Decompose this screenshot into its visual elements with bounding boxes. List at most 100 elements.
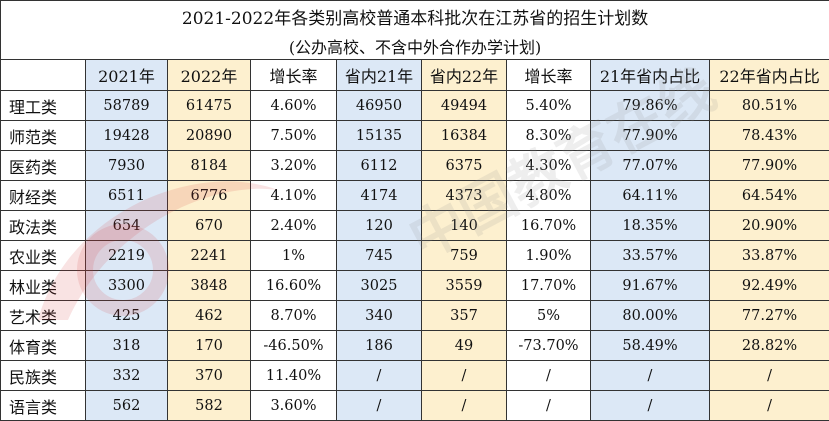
table-cell: 332 xyxy=(86,361,168,391)
table-cell: 4.60% xyxy=(251,91,337,121)
table-cell: 120 xyxy=(337,211,422,241)
row-category: 政法类 xyxy=(1,211,86,241)
table-cell: 370 xyxy=(168,361,251,391)
row-category: 艺术类 xyxy=(1,301,86,331)
table-cell: 3300 xyxy=(86,271,168,301)
table-cell: 6511 xyxy=(86,181,168,211)
table-cell: 80.51% xyxy=(710,91,829,121)
table-cell: 18.35% xyxy=(591,211,710,241)
table-cell: / xyxy=(591,361,710,391)
table-cell: 58.49% xyxy=(591,331,710,361)
table-cell: 28.82% xyxy=(710,331,829,361)
table-cell: 20890 xyxy=(168,121,251,151)
table-cell: 4.30% xyxy=(507,151,591,181)
table-cell: 77.90% xyxy=(591,121,710,151)
table-cell: 49 xyxy=(422,331,507,361)
table-cell: 582 xyxy=(168,391,251,421)
header-cell-8: 22年省内占比 xyxy=(710,60,829,91)
header-cell-0 xyxy=(1,60,86,91)
table-cell: 4174 xyxy=(337,181,422,211)
table-cell: 562 xyxy=(86,391,168,421)
table-cell: 2.40% xyxy=(251,211,337,241)
table-cell: 20.90% xyxy=(710,211,829,241)
table-cell: 2219 xyxy=(86,241,168,271)
header-cell-7: 21年省内占比 xyxy=(591,60,710,91)
header-cell-3: 增长率 xyxy=(251,60,337,91)
table-cell: / xyxy=(591,391,710,421)
row-category: 财经类 xyxy=(1,181,86,211)
table-cell: 462 xyxy=(168,301,251,331)
table-cell: 4373 xyxy=(422,181,507,211)
table-cell: 19428 xyxy=(86,121,168,151)
table-cell: / xyxy=(422,361,507,391)
table-cell: 759 xyxy=(422,241,507,271)
row-category: 林业类 xyxy=(1,271,86,301)
table-cell: 6375 xyxy=(422,151,507,181)
table-cell: 64.54% xyxy=(710,181,829,211)
table-cell: 92.49% xyxy=(710,271,829,301)
table-cell: / xyxy=(507,391,591,421)
table-cell: / xyxy=(337,391,422,421)
table-cell: 77.07% xyxy=(591,151,710,181)
table-cell: 170 xyxy=(168,331,251,361)
table-cell: 33.87% xyxy=(710,241,829,271)
table-cell: 3025 xyxy=(337,271,422,301)
table-cell: 80.00% xyxy=(591,301,710,331)
table-cell: 5% xyxy=(507,301,591,331)
row-category: 农业类 xyxy=(1,241,86,271)
table-cell: 7930 xyxy=(86,151,168,181)
row-category: 理工类 xyxy=(1,91,86,121)
header-row: 2021年 2022年 增长率 省内21年 省内22年 增长率 21年省内占比 … xyxy=(1,60,829,91)
table-cell: 654 xyxy=(86,211,168,241)
table-cell: 91.67% xyxy=(591,271,710,301)
table-cell: 17.70% xyxy=(507,271,591,301)
table-title: 2021-2022年各类别高校普通本科批次在江苏省的招生计划数 xyxy=(1,1,829,33)
table-cell: 2241 xyxy=(168,241,251,271)
header-cell-6: 增长率 xyxy=(507,60,591,91)
table-cell: 6112 xyxy=(337,151,422,181)
header-cell-4: 省内21年 xyxy=(337,60,422,91)
table-cell: 670 xyxy=(168,211,251,241)
row-category: 民族类 xyxy=(1,361,86,391)
table-cell: 78.43% xyxy=(710,121,829,151)
table-cell: 8.70% xyxy=(251,301,337,331)
table-cell: 15135 xyxy=(337,121,422,151)
table-cell: / xyxy=(422,391,507,421)
table-cell: 4.10% xyxy=(251,181,337,211)
table-cell: 16384 xyxy=(422,121,507,151)
table-cell: -73.70% xyxy=(507,331,591,361)
table-cell: 1% xyxy=(251,241,337,271)
table-cell: 318 xyxy=(86,331,168,361)
table-cell: 64.11% xyxy=(591,181,710,211)
table-cell: 140 xyxy=(422,211,507,241)
table-cell: 16.70% xyxy=(507,211,591,241)
table-cell: 5.40% xyxy=(507,91,591,121)
table-cell: 3559 xyxy=(422,271,507,301)
row-category: 医药类 xyxy=(1,151,86,181)
table-cell: 4.80% xyxy=(507,181,591,211)
table-cell: 79.86% xyxy=(591,91,710,121)
table-subtitle: (公办高校、不含中外合作办学计划) xyxy=(1,32,829,60)
table-cell: 8.30% xyxy=(507,121,591,151)
header-cell-1: 2021年 xyxy=(86,60,168,91)
table-cell: 11.40% xyxy=(251,361,337,391)
table-cell: 3.20% xyxy=(251,151,337,181)
table-cell: 357 xyxy=(422,301,507,331)
table-cell: 3.60% xyxy=(251,391,337,421)
table-cell: 6776 xyxy=(168,181,251,211)
table-cell: / xyxy=(507,361,591,391)
table-cell: 77.27% xyxy=(710,301,829,331)
table-cell: / xyxy=(710,361,829,391)
table-cell: 49494 xyxy=(422,91,507,121)
